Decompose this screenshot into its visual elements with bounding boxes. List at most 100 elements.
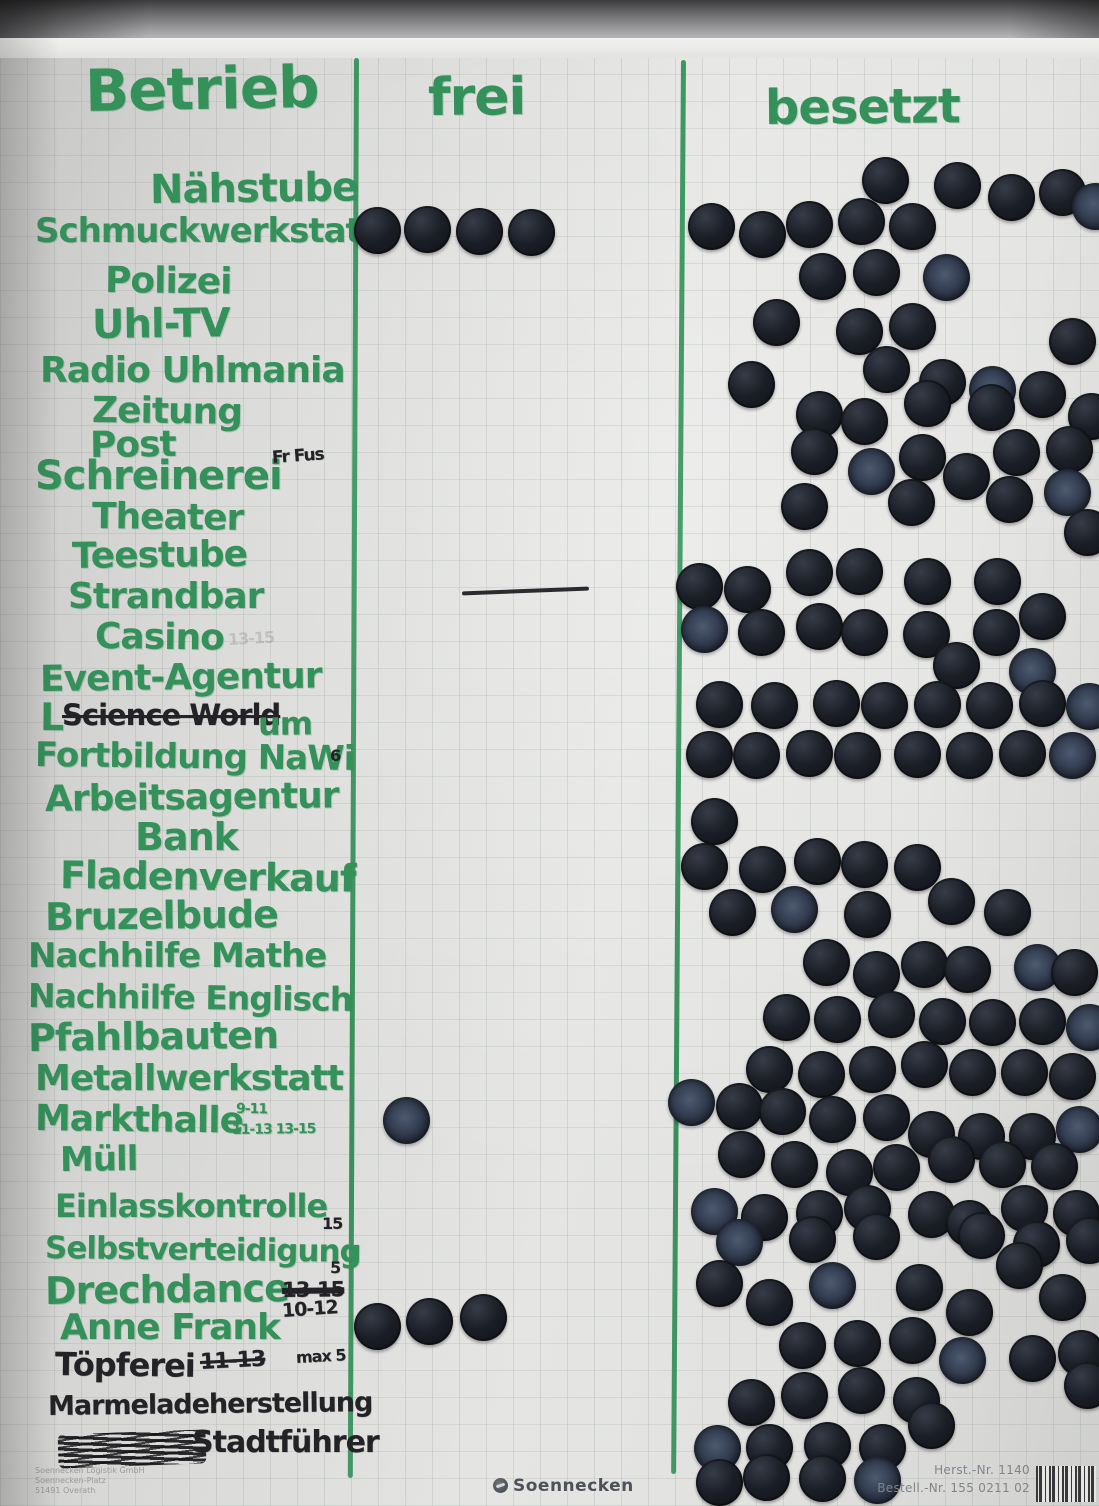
note-toepferei-zeit: 11-13 (199, 1346, 266, 1375)
magnet-token (809, 1096, 856, 1143)
magnet-token (853, 249, 900, 296)
magnet-token (696, 1459, 743, 1506)
magnet-token (809, 1262, 856, 1309)
magnet-token (1051, 949, 1098, 996)
magnet-token (456, 208, 503, 255)
scribbled-out-word (57, 1429, 207, 1469)
magnet-token (841, 841, 888, 888)
flipchart-clamp-rail (0, 0, 1099, 38)
magnet-token (813, 680, 860, 727)
magnet-token (862, 157, 909, 204)
row-metallwerkstatt: Metallwerkstatt (35, 1058, 344, 1099)
magnet-token (796, 603, 843, 650)
magnet-token (949, 1049, 996, 1096)
magnet-token (1046, 426, 1093, 473)
note-science-prefix: L (39, 695, 64, 740)
magnet-token (771, 1141, 818, 1188)
magnet-token (1009, 1335, 1056, 1382)
magnet-token (861, 682, 908, 729)
row-pfahlbauten: Pfahlbauten (27, 1012, 279, 1060)
row-nachhilfe-englisch: Nachhilfe Englisch (27, 976, 353, 1019)
row-radio-uhlmania: Radio Uhlmania (40, 350, 346, 391)
magnet-token (739, 846, 786, 893)
soennecken-logo-icon (493, 1478, 508, 1493)
magnet-token (836, 548, 883, 595)
herst-nr: Herst.-Nr. 1140 (934, 1463, 1030, 1477)
magnet-token (979, 1141, 1026, 1188)
magnet-token (894, 731, 941, 778)
soennecken-brand: Soennecken (493, 1476, 634, 1496)
bestell-nr: Bestell.-Nr. 155 0211 02 (877, 1481, 1030, 1495)
column-header-betrieb: Betrieb (84, 52, 320, 125)
note-schreinerei: Fr Fus (271, 444, 325, 468)
row-einlasskontrolle: Einlasskontrolle (55, 1187, 328, 1225)
magnet-token (1031, 1143, 1078, 1190)
magnet-token (986, 476, 1033, 523)
magnet-token (791, 428, 838, 475)
magnet-token (1049, 318, 1096, 365)
magnet-token (789, 1216, 836, 1263)
magnet-token (1064, 1362, 1099, 1409)
magnet-token (934, 162, 981, 209)
magnet-token (771, 886, 818, 933)
row-polizei: Polizei (104, 260, 232, 303)
printer-address-line: 51491 Overath (35, 1486, 96, 1495)
magnet-token (709, 889, 756, 936)
row-theater: Theater (91, 496, 244, 539)
magnet-token (738, 609, 785, 656)
magnet-token (718, 1131, 765, 1178)
magnet-token (733, 732, 780, 779)
magnet-token (841, 398, 888, 445)
magnet-token (1019, 593, 1066, 640)
magnet-token (781, 1372, 828, 1419)
note-markthalle-zeit-1: 9-11 (235, 1101, 268, 1118)
magnet-token (759, 1088, 806, 1135)
printer-address-line: Soennecken Logistik GmbH (35, 1466, 145, 1475)
magnet-token (889, 303, 936, 350)
row-schreinerei: Schreinerei (35, 453, 283, 499)
magnet-token (943, 453, 990, 500)
magnet-token (919, 998, 966, 1045)
note-markthalle-zeit-2: 11-13 13-15 (231, 1120, 316, 1138)
magnet-token (814, 996, 861, 1043)
magnet-token (969, 999, 1016, 1046)
magnet-token (406, 1298, 453, 1345)
magnet-token (966, 682, 1013, 729)
magnet-token (779, 1322, 826, 1369)
row-science-world: Science World (62, 698, 281, 732)
row-anne-frank: Anne Frank (60, 1307, 281, 1348)
magnet-token (844, 891, 891, 938)
magnet-token (781, 483, 828, 530)
magnet-token (716, 1083, 763, 1130)
magnet-token (841, 609, 888, 656)
magnet-token (988, 174, 1035, 221)
magnet-token (899, 434, 946, 481)
magnet-token (763, 994, 810, 1041)
note-casino-faint: 13-15 (227, 627, 275, 649)
magnet-token (688, 203, 735, 250)
magnet-token (834, 732, 881, 779)
row-bruzelbude: Bruzelbude (44, 892, 279, 939)
row-teestube: Teestube (71, 533, 248, 577)
magnet-token (894, 844, 941, 891)
frei-dash-mark (461, 586, 590, 596)
magnet-token (836, 308, 883, 355)
magnet-token (1019, 371, 1066, 418)
note-anne-frank: 10-12 (281, 1296, 339, 1322)
magnet-token (803, 939, 850, 986)
magnet-token (1066, 1217, 1099, 1264)
row-muell: Müll (59, 1139, 138, 1180)
note-toepferei-max: max 5 (295, 1345, 346, 1367)
magnet-token (786, 201, 833, 248)
magnet-token (889, 1317, 936, 1364)
magnet-token (354, 207, 401, 254)
magnet-token (958, 1212, 1005, 1259)
printer-address-block: Soennecken Logistik GmbH Soennecken-Plat… (35, 1466, 145, 1496)
row-strandbar: Strandbar (68, 576, 264, 617)
magnet-token (794, 838, 841, 885)
magnet-token (1019, 998, 1066, 1045)
paper-top-edge (0, 38, 1099, 58)
magnet-token (854, 1457, 901, 1504)
magnet-token (904, 380, 951, 427)
